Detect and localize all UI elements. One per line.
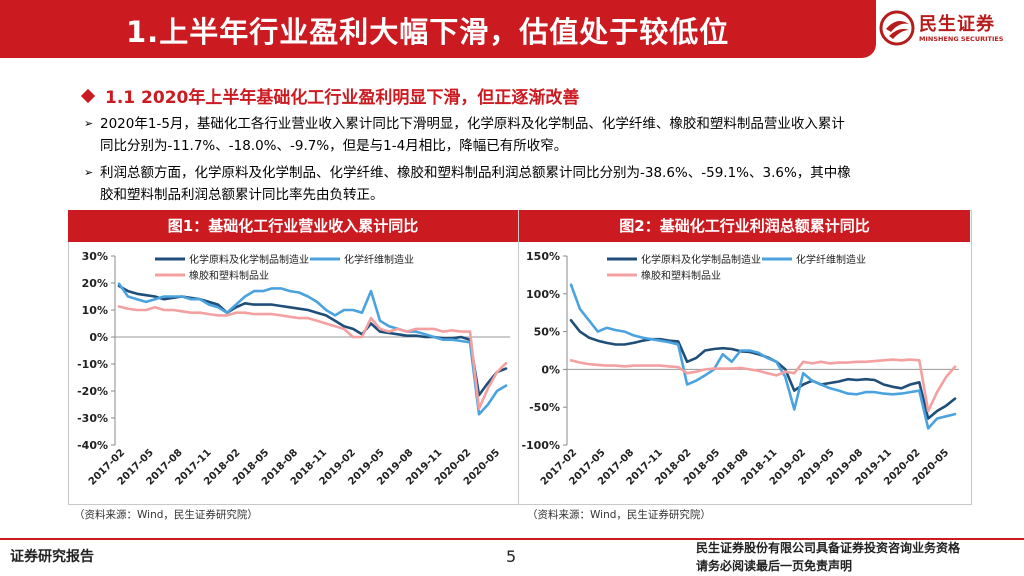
y-tick-label: 0% [89, 331, 108, 344]
bullet-line: 同比分别为-11.7%、-18.0%、-9.7%，但是与1-4月相比，降幅已有所… [100, 138, 568, 154]
y-tick-label: 20% [82, 277, 108, 290]
footer-divider [0, 538, 1024, 540]
y-tick-label: -20% [77, 385, 108, 398]
y-tick-label: -10% [77, 358, 108, 371]
chart-source: （资料来源：Wind，民生证券研究院） [74, 509, 258, 521]
legend-label: 化学原料及化学制品制造业 [641, 253, 761, 266]
chart-panel-revenue: 图1：基础化工行业营业收入累计同比 30% 20% 10% 0% -10% -20% -30… [68, 210, 518, 504]
y-tick-label: -30% [77, 412, 108, 425]
footer-line-1: 民生证券股份有限公司具备证券投资咨询业务资格 [696, 541, 961, 555]
legend-label: 化学纤维制造业 [796, 253, 866, 266]
panel-divider [518, 210, 519, 504]
footer-disclaimer: 民生证券股份有限公司具备证券投资咨询业务资格 请务必阅读最后一页免责声明 [696, 539, 960, 575]
legend-label: 化学原料及化学制品制造业 [189, 253, 309, 266]
bullet-line: 2020年1-5月，基础化工各行业营业收入累计同比下滑明显，化学原料及化学制品、… [100, 116, 845, 132]
series-line [117, 305, 508, 410]
bullet-revenue: ➢ 2020年1-5月，基础化工各行业营业收入累计同比下滑明显，化学原料及化学制… [84, 113, 964, 157]
y-tick-label: 150% [526, 250, 560, 263]
bullet-line: 利润总额方面，化学原料及化学制品、化学纤维、橡胶和塑料制品利润总额累计同比分别为… [100, 165, 851, 181]
company-logo: 民生证券 MINSHENG SECURITIES [879, 6, 1019, 52]
bullet-profit: ➢ 利润总额方面，化学原料及化学制品、化学纤维、橡胶和塑料制品利润总额累计同比分… [84, 162, 964, 206]
y-tick-label: 10% [82, 304, 108, 317]
footer-line-2: 请务必阅读最后一页免责声明 [696, 559, 853, 573]
chart-panel-profit: 图2：基础化工行业利润总额累计同比 150% 100% 50% 0% -50% -100%… [519, 210, 970, 504]
revenue-chart: 30%20%10%0%-10%-20%-30%-40%2017-022017-0… [77, 250, 510, 488]
chart-source: （资料来源：Wind，民生证券研究院） [527, 509, 711, 521]
profit-chart: 150%100%50%0%-50%-100%2017-022017-052017… [521, 250, 959, 488]
page-number: 5 [506, 547, 517, 566]
section-title: 1.1 2020年上半年基础化工行业盈利明显下滑，但正逐渐改善 [105, 88, 580, 108]
legend-label: 橡胶和塑料制品业 [641, 269, 721, 282]
arrow-bullet-icon: ➢ [84, 117, 94, 130]
legend-label: 橡胶和塑料制品业 [189, 269, 269, 282]
logo-text-en: MINSHENG SECURITIES [919, 35, 1004, 43]
y-tick-label: 100% [526, 288, 560, 301]
series-line [569, 358, 957, 413]
logo-mark-icon [879, 10, 915, 46]
bullet-line: 胶和塑料制品利润总额累计同比率先由负转正。 [100, 187, 384, 203]
footer-report-label: 证券研究报告 [10, 549, 94, 565]
logo-text-cn: 民生证券 [919, 14, 995, 35]
page-title: 1.上半年行业盈利大幅下滑，估值处于较低位 [126, 15, 730, 49]
section-heading: 1.1 2020年上半年基础化工行业盈利明显下滑，但正逐渐改善 [80, 83, 580, 108]
y-tick-label: 50% [534, 326, 560, 339]
y-tick-label: -100% [521, 439, 560, 452]
chart-title: 图1：基础化工行业营业收入累计同比 [68, 210, 518, 242]
series-line [117, 282, 508, 416]
arrow-bullet-icon: ➢ [84, 166, 94, 179]
title-bar: 1.上半年行业盈利大幅下滑，估值处于较低位 [0, 0, 876, 58]
legend-label: 化学纤维制造业 [344, 253, 414, 266]
y-tick-label: -40% [77, 439, 108, 452]
diamond-bullet-icon [80, 88, 96, 104]
y-tick-label: 30% [82, 250, 108, 263]
y-tick-label: -50% [529, 401, 560, 414]
series-line [569, 283, 957, 430]
y-tick-label: 0% [541, 363, 560, 376]
chart-title: 图2：基础化工行业利润总额累计同比 [519, 210, 970, 242]
